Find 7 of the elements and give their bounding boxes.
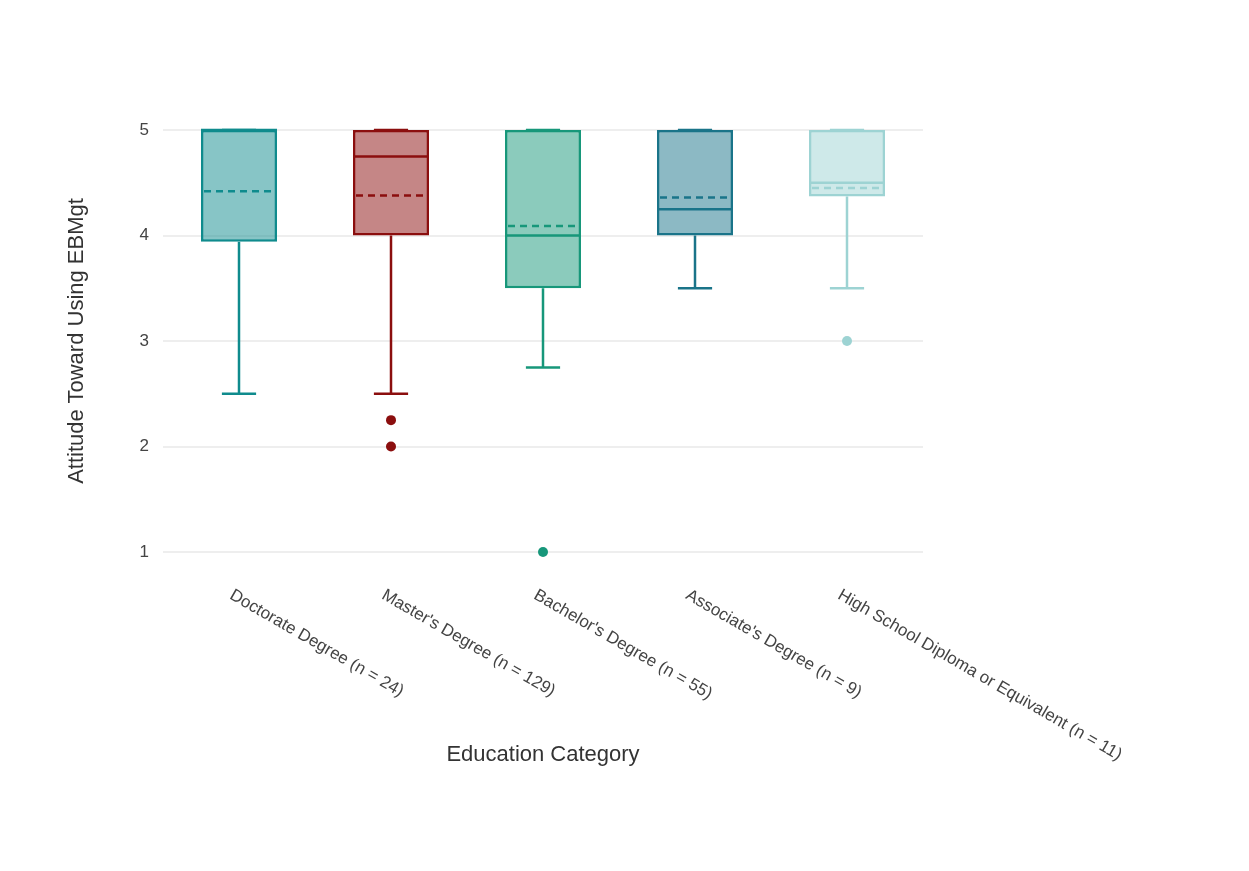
x-axis-title: Education Category (446, 740, 640, 766)
y-tick-label: 2 (139, 436, 149, 456)
y-tick-label: 4 (139, 225, 149, 245)
y-tick-label: 3 (139, 330, 149, 350)
y-tick-label: 1 (139, 541, 149, 561)
y-tick-label: 5 (139, 119, 149, 139)
y-axis-title: Attitude Toward Using EBMgt (63, 198, 89, 484)
